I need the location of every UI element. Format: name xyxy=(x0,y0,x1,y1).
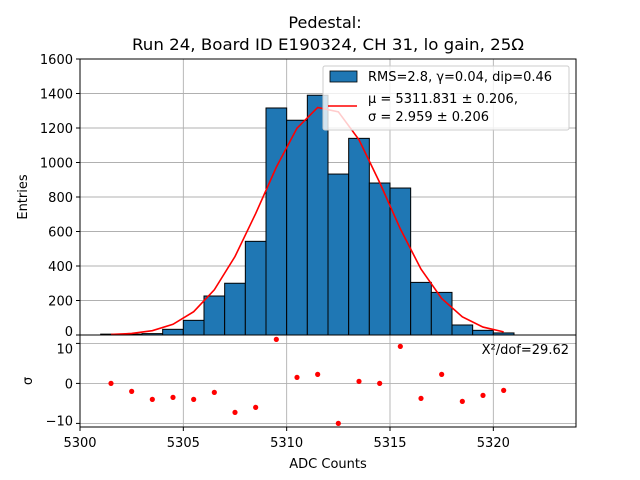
residual-point xyxy=(480,392,486,398)
histogram-bar xyxy=(472,329,494,336)
residual-y-axis-label: σ xyxy=(21,377,36,385)
residual-y-tick-label: 0 xyxy=(65,377,73,392)
y-ticks: 0 200 400 600 800 1000 1200 1400 1600 xyxy=(40,53,80,340)
histogram-bars xyxy=(100,94,515,336)
y-tick-label: 400 xyxy=(48,260,73,275)
chi2-annotation: X²/dof=29.62 xyxy=(482,343,569,358)
chart-title: Pedestal: xyxy=(288,13,361,32)
y-tick-label: 200 xyxy=(48,295,73,310)
y-axis-label: Entries xyxy=(16,174,31,220)
residual-point xyxy=(315,371,321,377)
residual-point xyxy=(501,387,507,393)
y-tick-label: 800 xyxy=(48,191,73,206)
y-tick-label: 1400 xyxy=(40,88,73,103)
residual-point xyxy=(439,371,445,377)
legend: RMS=2.8, γ=0.04, dip=0.46 μ = 5311.831 ±… xyxy=(322,65,570,131)
y-tick-label: 1200 xyxy=(40,122,73,137)
residual-point xyxy=(397,343,403,349)
residual-point xyxy=(149,396,155,402)
histogram-bar xyxy=(203,295,226,336)
residual-y-tick-label: −10 xyxy=(46,414,73,429)
histogram-bar xyxy=(368,182,391,336)
residual-point xyxy=(377,380,383,386)
y-tick-label: 1000 xyxy=(40,157,73,172)
y-tick-label: 0 xyxy=(65,325,73,340)
histogram-bar xyxy=(451,324,474,336)
residual-point xyxy=(170,394,176,400)
residual-grid xyxy=(79,335,576,427)
gaussian-fit-line xyxy=(110,106,504,336)
legend-histogram-patch xyxy=(329,70,358,83)
histogram-bar xyxy=(265,107,288,336)
residual-point xyxy=(253,404,259,410)
histogram-bar xyxy=(182,319,205,336)
legend-box xyxy=(322,65,570,131)
x-axis-label: ADC Counts xyxy=(289,457,367,472)
residual-point xyxy=(335,420,341,426)
histogram-bar xyxy=(286,119,308,336)
histogram-bar xyxy=(389,187,412,336)
histogram-bar xyxy=(327,173,350,336)
residual-point xyxy=(418,395,424,401)
residual-y-tick-label: 10 xyxy=(56,342,73,357)
legend-fit-label-mu: μ = 5311.831 ± 0.206, xyxy=(368,92,518,107)
histogram-bar xyxy=(348,137,370,336)
chart-subtitle: Run 24, Board ID E190324, CH 31, lo gain… xyxy=(132,35,524,54)
histogram-bar xyxy=(410,281,432,336)
legend-fit-label-sigma: σ = 2.959 ± 0.206 xyxy=(368,110,489,125)
residual-point xyxy=(108,380,114,386)
x-tick-label: 5315 xyxy=(373,436,406,451)
histogram-bar xyxy=(244,240,267,336)
y-tick-label: 1600 xyxy=(40,53,73,68)
x-ticks: 5300 5305 5310 5315 5320 xyxy=(63,427,510,451)
residual-points xyxy=(108,336,507,426)
residual-point xyxy=(273,336,279,342)
residual-axes-frame xyxy=(79,334,577,428)
x-tick-label: 5310 xyxy=(270,436,303,451)
residual-y-ticks: −10 0 10 xyxy=(46,342,80,429)
residual-point xyxy=(232,409,238,415)
residual-point xyxy=(459,398,465,404)
histogram-bar xyxy=(306,94,329,336)
residual-point xyxy=(191,396,197,402)
x-tick-label: 5300 xyxy=(63,436,96,451)
x-tick-label: 5305 xyxy=(167,436,200,451)
residual-point xyxy=(294,374,300,380)
histogram-bar xyxy=(224,282,246,336)
legend-histogram-label: RMS=2.8, γ=0.04, dip=0.46 xyxy=(368,70,552,85)
histogram-bar xyxy=(162,328,184,336)
y-tick-label: 600 xyxy=(48,226,73,241)
x-tick-label: 5320 xyxy=(477,436,510,451)
residual-point xyxy=(129,388,135,394)
residual-point xyxy=(211,389,217,395)
residual-point xyxy=(356,378,362,384)
